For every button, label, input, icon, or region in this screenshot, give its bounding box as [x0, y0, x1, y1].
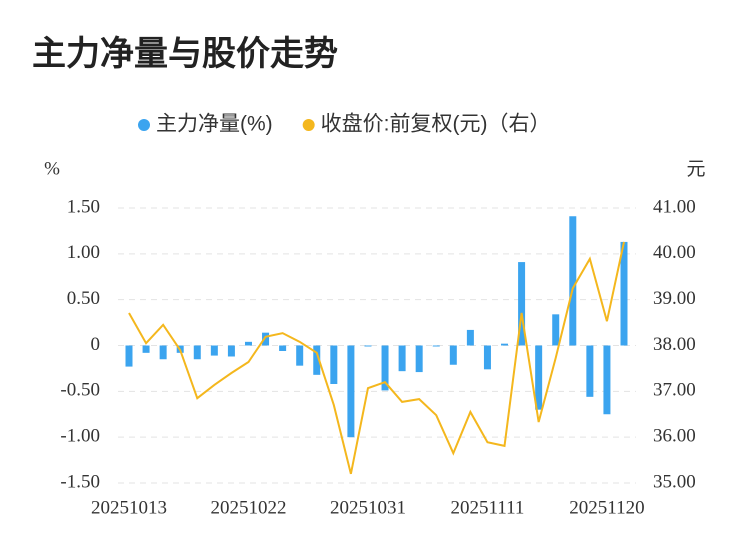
y-tick-label: 0.50: [67, 288, 100, 309]
bar: [244, 341, 252, 346]
bar: [449, 345, 457, 365]
bar: [620, 241, 628, 346]
legend-label: 主力净量(%): [156, 113, 273, 136]
y2-tick-label: 41.00: [653, 196, 696, 217]
bar: [364, 345, 372, 347]
y-tick-label: 0: [91, 334, 101, 355]
y-tick-label: 1.00: [67, 242, 100, 263]
y2-tick-label: 39.00: [653, 288, 696, 309]
price-line: [128, 241, 625, 475]
bar: [552, 314, 560, 346]
x-tick-label: 20251120: [569, 497, 644, 518]
bar: [159, 345, 167, 360]
y2-tick-label: 35.00: [653, 471, 696, 492]
y2-tick-label: 38.00: [653, 334, 696, 355]
bar: [569, 216, 577, 346]
bar: [518, 262, 526, 346]
bar: [415, 345, 423, 373]
bar: [586, 345, 594, 397]
bar: [193, 345, 201, 360]
y-tick-label: 1.50: [67, 196, 100, 217]
bar: [296, 345, 304, 366]
bar: [535, 345, 543, 410]
x-tick-label: 20251022: [210, 497, 286, 518]
bar: [483, 345, 491, 370]
bar: [398, 345, 406, 372]
bar: [142, 345, 150, 353]
bar: [210, 345, 218, 356]
x-tick-label: 20251111: [451, 497, 525, 518]
y2-tick-label: 37.00: [653, 380, 696, 401]
bar: [347, 345, 355, 438]
bar: [279, 345, 287, 351]
bar: [227, 345, 235, 357]
legend-marker: [302, 119, 315, 131]
x-tick-label: 20251031: [330, 497, 406, 518]
y-tick-label: -0.50: [60, 380, 100, 401]
y2-tick-label: 36.00: [653, 426, 696, 447]
y-tick-label: -1.00: [60, 426, 100, 447]
y2-axis-label: 元: [686, 159, 705, 180]
y-tick-label: -1.50: [60, 471, 100, 492]
legend-marker: [138, 119, 150, 131]
bar: [603, 345, 611, 415]
y-axis-label: %: [44, 158, 60, 179]
legend-label: 收盘价:前复权(元)（右）: [321, 113, 551, 136]
bar: [313, 345, 321, 375]
bar: [262, 332, 270, 346]
bar: [381, 345, 389, 391]
y2-tick-label: 40.00: [653, 242, 696, 263]
bar: [501, 343, 509, 346]
bar: [330, 345, 338, 384]
chart-title: 主力净量与股价走势: [32, 35, 338, 73]
x-tick-label: 20251013: [91, 497, 167, 518]
bar: [125, 345, 133, 367]
bar: [432, 345, 440, 347]
bar: [466, 329, 474, 346]
